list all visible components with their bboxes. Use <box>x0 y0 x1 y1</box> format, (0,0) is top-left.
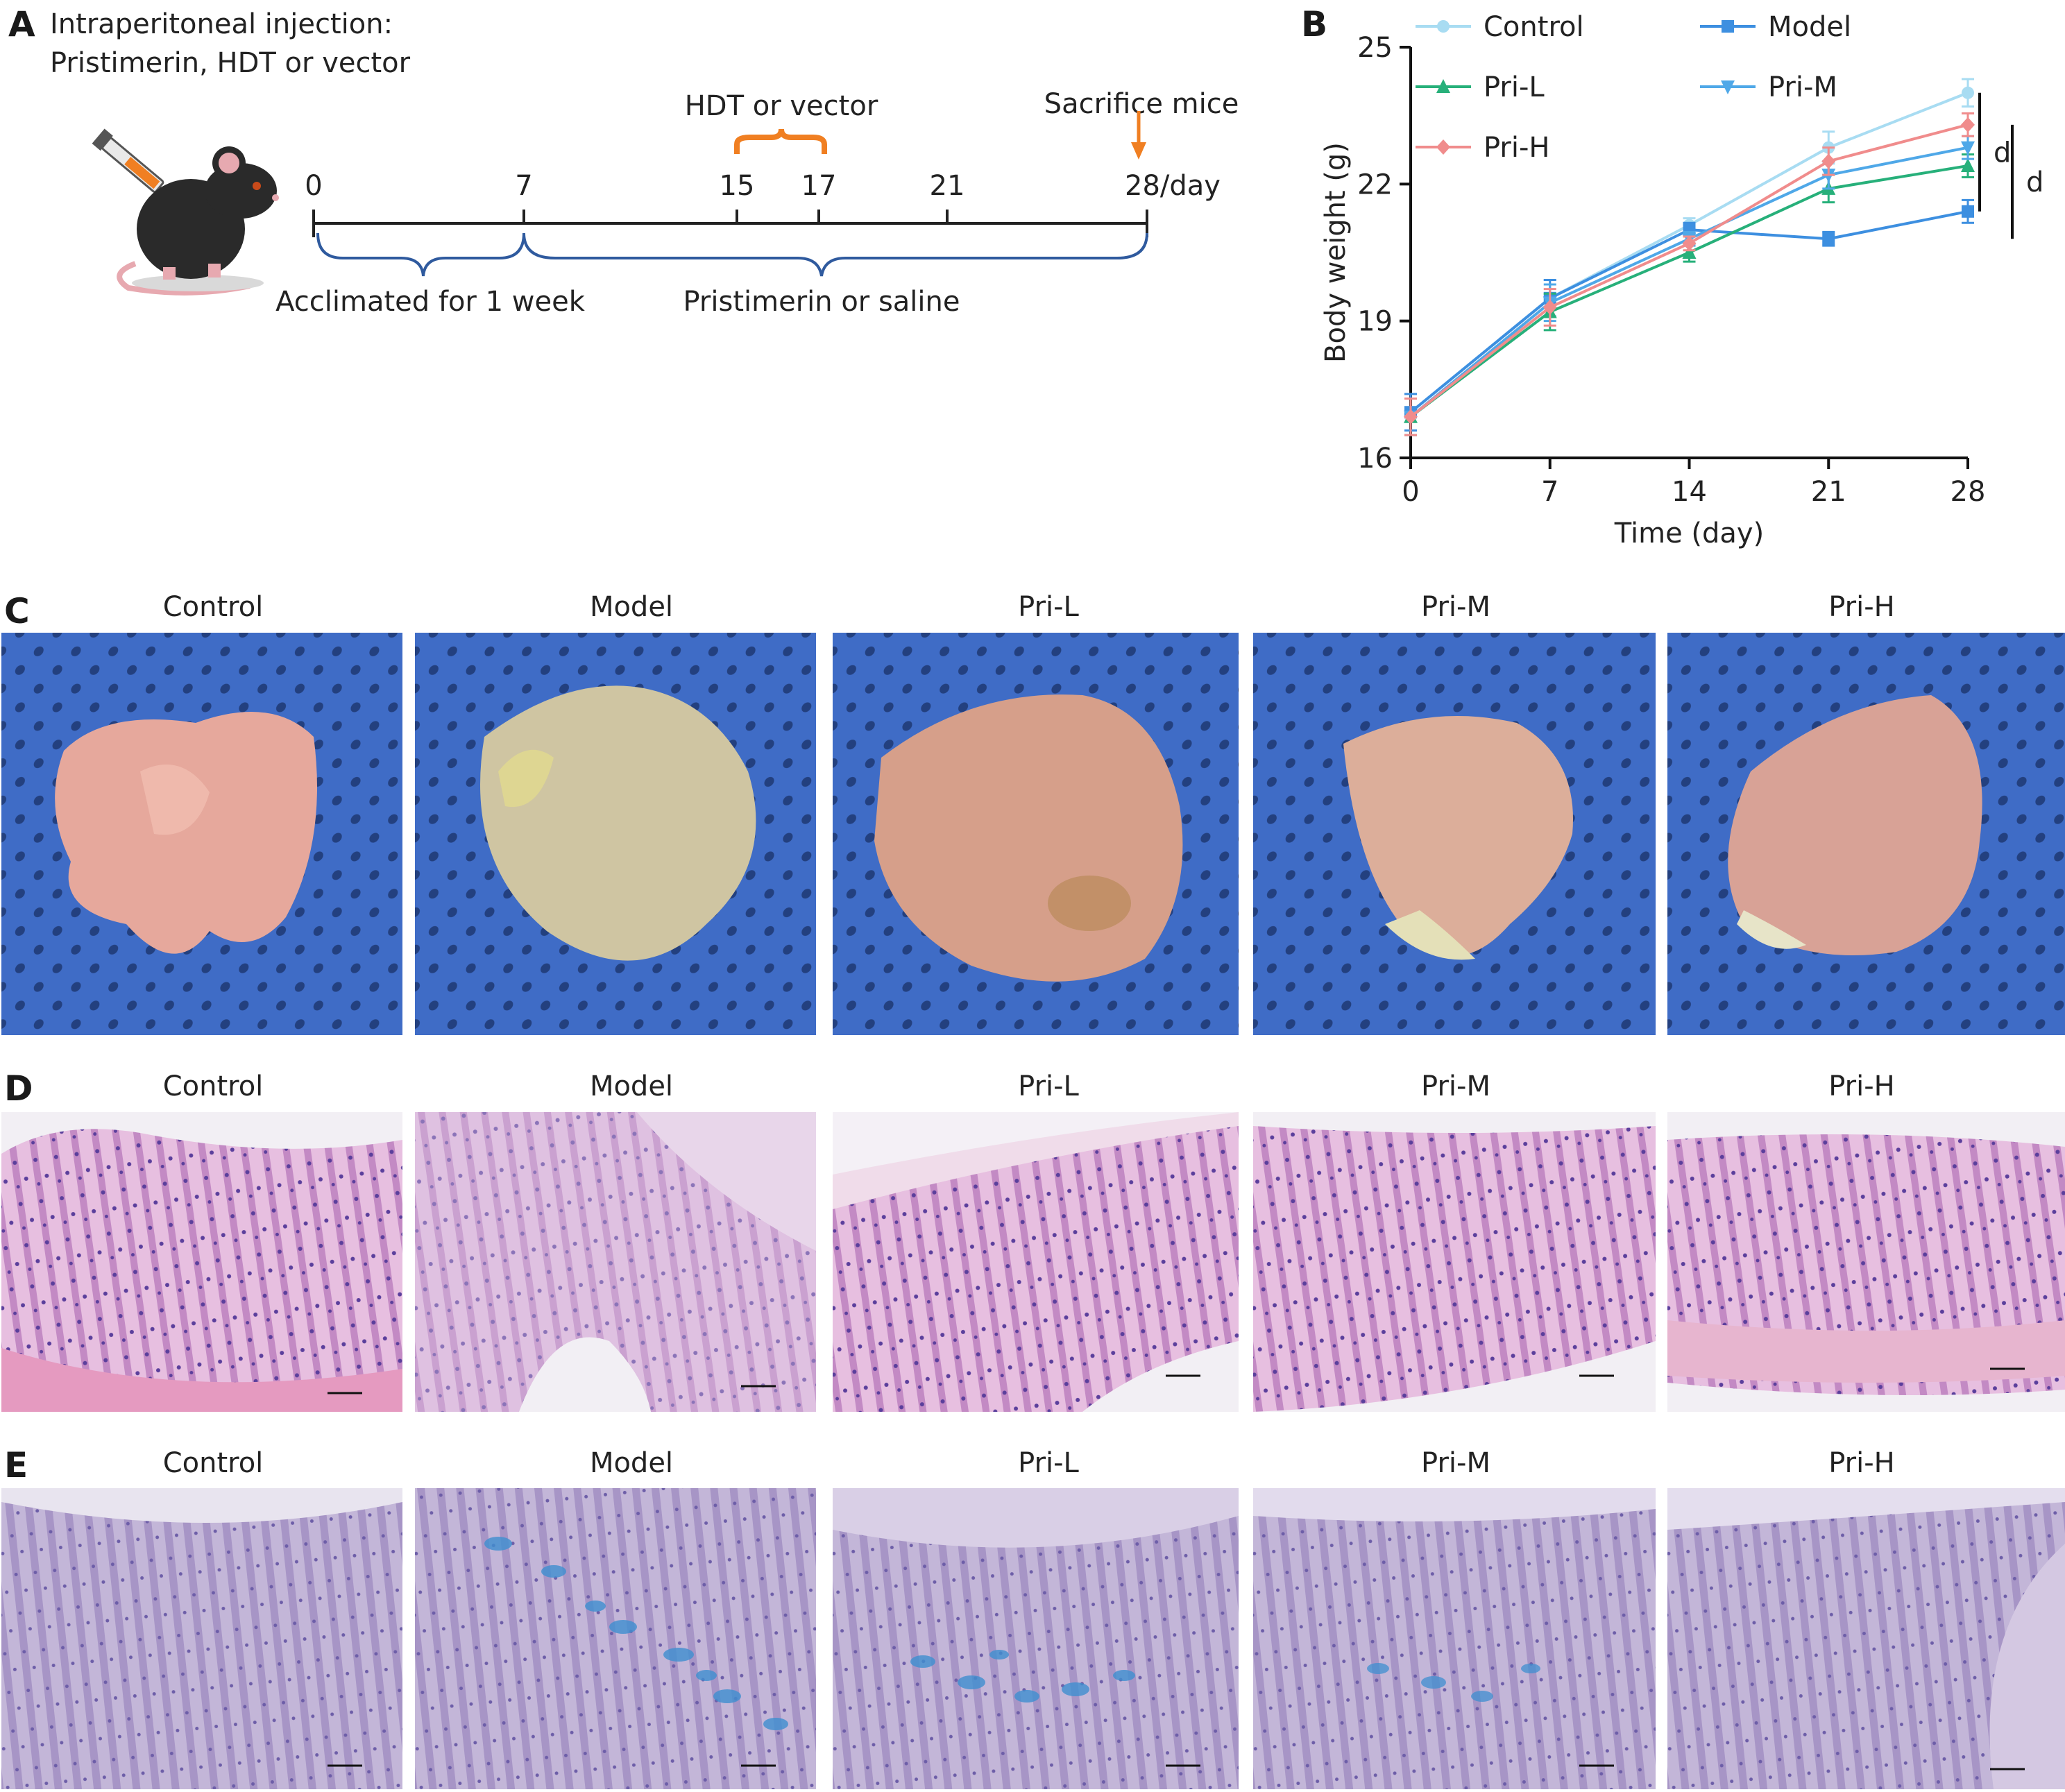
x-tick-label: 21 <box>1811 476 1846 508</box>
hdt-label: HDT or vector <box>684 90 878 122</box>
stomach-photo-model <box>415 633 816 1035</box>
panel-d-caption-pri-m: Pri-M <box>1421 1070 1490 1102</box>
y-tick-label: 22 <box>1357 169 1393 200</box>
panel-d-caption-pri-l: Pri-L <box>1018 1070 1079 1102</box>
panel-c-caption-pri-h: Pri-H <box>1828 591 1895 623</box>
stomach-photo-pri-l <box>833 633 1239 1035</box>
timeline-tick-15: 15 <box>719 170 755 202</box>
legend-marker-control <box>1437 20 1450 33</box>
he-histology-pri-l <box>833 1112 1239 1412</box>
series-line-pri-h <box>1409 123 1969 418</box>
he-histology-pri-m <box>1253 1112 1656 1412</box>
acclimation-bracket <box>316 232 525 277</box>
legend-label-pri-l: Pri-L <box>1484 71 1545 103</box>
x-tick-label: 28 <box>1951 476 1986 508</box>
panel-d-letter: D <box>4 1068 33 1109</box>
legend-marker-pri-m <box>1721 80 1735 94</box>
x-tick-label: 0 <box>1402 476 1419 508</box>
panel-e-caption-model: Model <box>589 1447 674 1479</box>
data-point-model <box>1962 205 1974 218</box>
legend-label-control: Control <box>1484 11 1584 43</box>
y-axis-label: Body weight (g) <box>1320 142 1352 363</box>
x-tick-label: 14 <box>1672 476 1707 508</box>
data-point-pri-l <box>1682 245 1697 259</box>
ab-pas-histology-pri-h <box>1667 1488 2065 1789</box>
injection-title: Intraperitoneal injection: <box>50 8 393 40</box>
panel-e-caption-pri-m: Pri-M <box>1421 1447 1490 1479</box>
legend-label-pri-m: Pri-M <box>1768 71 1837 103</box>
body-weight-chart: 16 19 22 25 0 7 14 21 28 Time (day) Body weight (g… <box>1320 11 2043 549</box>
y-tick-label: 25 <box>1357 32 1393 64</box>
acclimated-label: Acclimated for 1 week <box>275 286 585 318</box>
panel-c-caption-pri-m: Pri-M <box>1421 591 1490 623</box>
panel-e-caption-control: Control <box>162 1447 264 1479</box>
panel-e-caption-pri-h: Pri-H <box>1828 1447 1895 1479</box>
legend-marker-pri-h <box>1436 139 1450 155</box>
mouse-syringe-illustration <box>92 128 279 296</box>
treatment-bracket <box>522 232 1148 277</box>
series-line-pri-m <box>1409 146 1969 418</box>
x-tick-label: 7 <box>1541 476 1558 508</box>
timeline-tick-28: 28/day <box>1125 170 1221 202</box>
he-histology-control <box>1 1112 402 1412</box>
data-point-pri-h <box>1682 235 1697 251</box>
data-point-control <box>1962 86 1974 99</box>
y-tick-label: 19 <box>1357 306 1393 338</box>
he-histology-model <box>415 1112 816 1412</box>
significance-label: d <box>2026 167 2043 198</box>
timeline-tick-17: 17 <box>801 170 837 202</box>
data-point-pri-m <box>1961 141 1975 155</box>
panel-c-caption-control: Control <box>162 591 264 623</box>
data-point-pri-h <box>1404 409 1418 425</box>
panel-c-caption-pri-l: Pri-L <box>1018 591 1079 623</box>
pristimerin-label: Pristimerin or saline <box>683 286 960 318</box>
ab-pas-histology-pri-m <box>1253 1488 1656 1789</box>
timeline-tick-0: 0 <box>305 170 323 202</box>
x-axis-label: Time (day) <box>1614 518 1764 549</box>
panel-d-caption-model: Model <box>589 1070 674 1102</box>
timeline-diagram <box>312 111 1148 277</box>
series-line-pri-l <box>1409 164 1969 418</box>
panel-a-letter: A <box>8 4 35 44</box>
legend-label-pri-h: Pri-H <box>1484 132 1550 164</box>
panel-c-letter: C <box>4 591 30 631</box>
stomach-photo-pri-m <box>1253 633 1656 1035</box>
sacrifice-label: Sacrifice mice <box>1044 88 1239 120</box>
data-point-pri-l <box>1961 158 1975 173</box>
legend-label-model: Model <box>1768 11 1851 43</box>
he-histology-pri-h <box>1667 1112 2065 1412</box>
ab-pas-histology-control <box>1 1488 402 1789</box>
data-point-model <box>1822 232 1835 246</box>
timeline-tick-21: 21 <box>929 170 965 202</box>
panel-d-caption-pri-h: Pri-H <box>1828 1070 1895 1102</box>
ab-pas-histology-pri-l <box>833 1488 1239 1789</box>
legend-marker-pri-l <box>1436 79 1450 93</box>
timeline-tick-7: 7 <box>515 170 533 202</box>
panel-b-letter: B <box>1301 4 1328 44</box>
ab-pas-histology-model <box>415 1488 816 1789</box>
stomach-photo-control <box>1 633 402 1035</box>
y-tick-label: 16 <box>1357 443 1393 475</box>
panel-e-caption-pri-l: Pri-L <box>1018 1447 1079 1479</box>
data-point-pri-h <box>1543 299 1557 315</box>
data-point-pri-h <box>1821 153 1836 169</box>
panel-c-caption-model: Model <box>589 591 674 623</box>
significance-label: d <box>1994 137 2011 169</box>
sacrifice-arrow-icon <box>1131 142 1146 160</box>
legend-marker-model <box>1722 20 1734 33</box>
panel-d-caption-control: Control <box>162 1070 264 1102</box>
hdt-bracket <box>734 128 827 154</box>
panel-e-letter: E <box>4 1445 28 1485</box>
stomach-photo-pri-h <box>1667 633 2065 1035</box>
data-point-pri-h <box>1961 117 1975 133</box>
injection-subtitle: Pristimerin, HDT or vector <box>50 47 411 79</box>
